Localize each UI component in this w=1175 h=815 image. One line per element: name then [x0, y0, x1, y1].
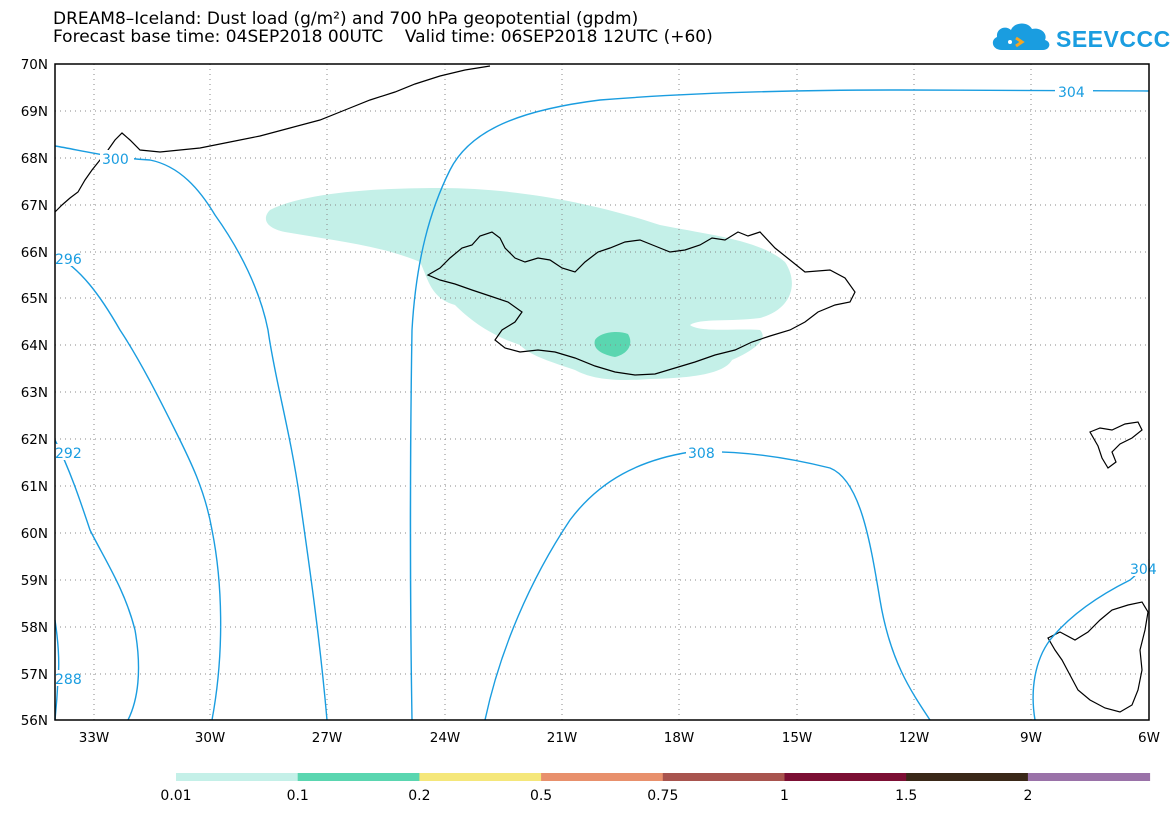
contour-label: 296	[55, 252, 82, 268]
lat-label: 70N	[21, 57, 48, 73]
faroe-coast	[1089, 421, 1143, 469]
contour-label: 300	[102, 152, 129, 168]
colorbar-label: 1.5	[895, 788, 917, 804]
contour-labels: 304 300 296 292 308 304 288	[54, 83, 1157, 688]
iceland-coast	[426, 231, 856, 376]
contour-300	[54, 145, 328, 721]
lat-label: 60N	[21, 526, 48, 542]
colorbar-label: 0.75	[647, 788, 678, 804]
lat-label: 59N	[21, 573, 48, 589]
seevccc-logo: SEEVCCC	[988, 18, 1171, 58]
lon-label: 33W	[79, 730, 110, 746]
lat-label: 65N	[21, 291, 48, 307]
lat-label: 61N	[21, 479, 48, 495]
colorbar-swatch	[176, 773, 299, 781]
lon-label: 27W	[312, 730, 343, 746]
lat-label: 67N	[21, 198, 48, 214]
lon-label: 24W	[430, 730, 461, 746]
contour-304-north	[409, 89, 1150, 721]
lon-label: 21W	[547, 730, 578, 746]
lat-label: 58N	[21, 620, 48, 636]
lat-label: 56N	[21, 713, 48, 729]
contour-label: 308	[688, 446, 715, 462]
graticule	[55, 64, 1149, 720]
colorbar-swatch	[906, 773, 1029, 781]
colorbar-swatch	[541, 773, 664, 781]
contour-label: 292	[55, 446, 82, 462]
colorbar-label: 0.5	[530, 788, 552, 804]
map-subtitle: Forecast base time: 04SEP2018 00UTC Vali…	[53, 27, 713, 47]
colorbar-swatch	[1027, 773, 1151, 781]
scotland-coast	[1047, 601, 1149, 713]
lon-label: 9W	[1020, 730, 1042, 746]
colorbar-label: 0.1	[287, 788, 309, 804]
geopotential-contours	[54, 89, 1150, 721]
cloud-icon	[992, 23, 1050, 50]
contour-label: 288	[55, 672, 82, 688]
lon-label: 18W	[664, 730, 695, 746]
contour-292	[54, 439, 140, 721]
dust-area-mid	[594, 332, 631, 357]
colorbar-swatch	[297, 773, 420, 781]
greenland-coast	[54, 65, 491, 213]
colorbar-swatch	[662, 773, 785, 781]
lon-label: 12W	[899, 730, 930, 746]
lat-label: 69N	[21, 104, 48, 120]
colorbar-label: 1	[780, 788, 789, 804]
contour-label: 304	[1058, 85, 1085, 101]
colorbar: 0.01 0.1 0.2 0.5 0.75 1 1.5 2	[160, 773, 1151, 804]
contour-304-southeast	[1032, 559, 1150, 721]
lat-label: 57N	[21, 667, 48, 683]
lon-label: 15W	[782, 730, 813, 746]
dust-area-low	[265, 188, 792, 380]
latitude-labels: 70N 69N 68N 67N 66N 65N 64N 63N 62N 61N …	[21, 57, 48, 729]
contour-label: 304	[1130, 562, 1157, 578]
lat-label: 66N	[21, 245, 48, 261]
colorbar-swatch	[419, 773, 542, 781]
colorbar-label: 2	[1023, 788, 1032, 804]
lat-label: 64N	[21, 338, 48, 354]
lon-label: 6W	[1138, 730, 1160, 746]
map-frame	[54, 63, 1150, 721]
lat-label: 68N	[21, 151, 48, 167]
contour-308	[484, 451, 931, 721]
colorbar-label: 0.01	[160, 788, 191, 804]
longitude-labels: 33W 30W 27W 24W 21W 18W 15W 12W 9W 6W	[79, 730, 1160, 746]
lat-label: 63N	[21, 385, 48, 401]
colorbar-swatch	[784, 773, 907, 781]
logo-text: SEEVCCC	[1056, 26, 1171, 52]
lat-label: 62N	[21, 432, 48, 448]
dust-load-layer	[265, 188, 792, 380]
lon-label: 30W	[195, 730, 226, 746]
contour-296	[54, 254, 222, 721]
coastlines	[54, 65, 1149, 713]
map-title: DREAM8–Iceland: Dust load (g/m²) and 700…	[53, 9, 639, 29]
colorbar-label: 0.2	[408, 788, 430, 804]
